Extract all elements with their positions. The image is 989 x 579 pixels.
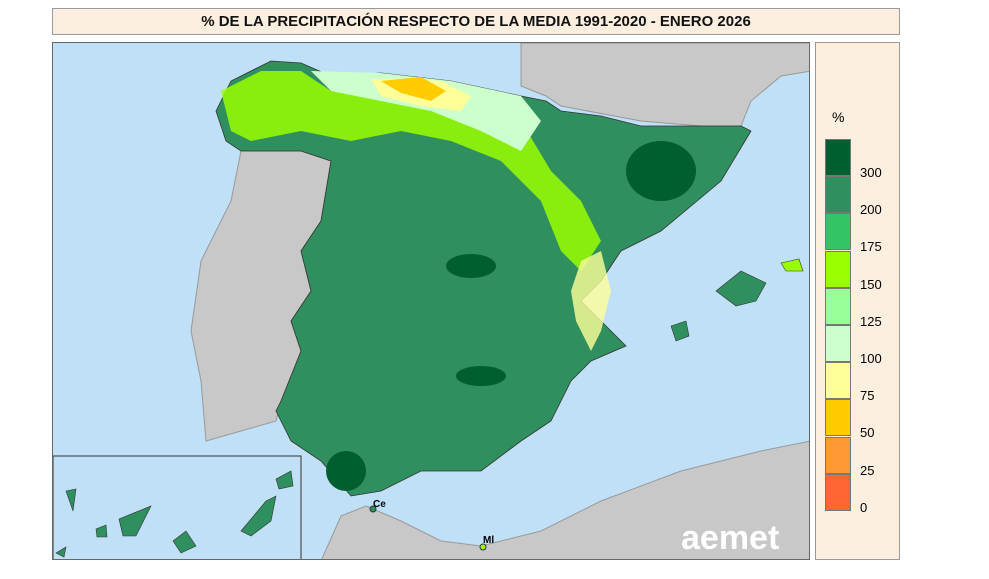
canary-islands [55,470,294,558]
aemet-logo: aemet [681,519,779,557]
legend-label: 300 [860,165,882,180]
legend: % 300 200 175 150 125 100 75 50 25 0 [815,42,900,560]
legend-label: 100 [860,351,882,366]
ceuta-marker [369,505,377,513]
legend-swatch [825,250,851,288]
legend-label: 75 [860,388,875,404]
legend-swatch [825,399,851,437]
north-light-band [311,71,541,151]
map-title: % DE LA PRECIPITACIÓN RESPECTO DE LA MED… [52,8,900,35]
dark-area-cadiz [326,451,366,491]
precipitation-map: Ce Ml aemet [52,42,810,560]
dark-area-catalonia [626,141,696,201]
melilla-marker [479,543,487,551]
legend-swatch [825,362,851,400]
legend-label: 0 [860,499,868,515]
legend-label: 175 [860,239,882,255]
legend-swatch [825,325,851,362]
africa-land [321,440,809,559]
melilla-label: Ml [483,535,494,546]
legend-label: 200 [860,202,882,218]
legend-swatch [825,139,851,176]
map-svg: Ce Ml aemet [53,43,809,559]
legend-label: 150 [860,276,882,292]
legend-swatch [825,213,851,251]
legend-label: 125 [860,313,882,329]
ceuta-label: Ce [373,499,386,510]
dark-area-madrid [446,254,496,278]
legend-swatch [825,473,851,511]
menorca [780,258,804,272]
legend-swatch [825,176,851,214]
ibiza [670,320,690,342]
cantabria-orange [381,77,446,101]
legend-unit: % [832,109,845,125]
legend-swatch [825,436,851,474]
spain-region [215,60,752,497]
legend-swatch [825,287,851,325]
east-coast-light [571,251,611,351]
mallorca [715,270,767,307]
dark-area-jaen [456,366,506,386]
legend-label: 25 [860,462,875,478]
legend-label: 50 [860,425,875,441]
